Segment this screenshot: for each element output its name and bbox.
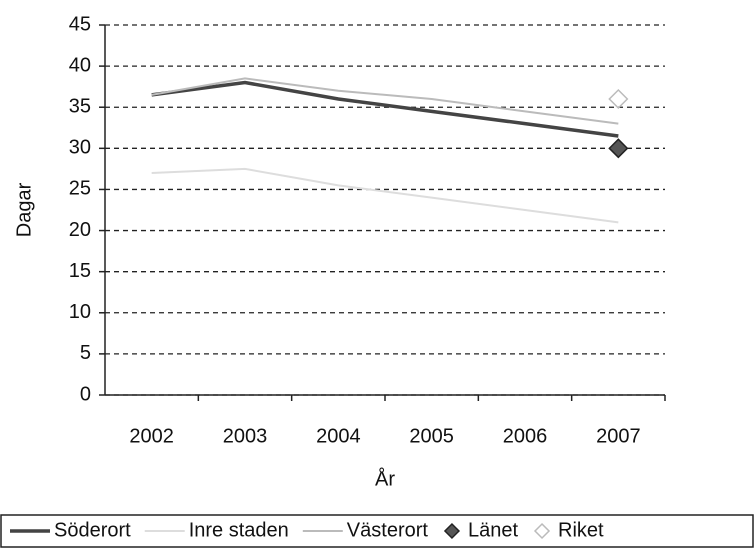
x-tick-label: 2006 <box>503 425 548 447</box>
series-line <box>151 167 619 224</box>
legend-label: Inre staden <box>189 519 289 541</box>
y-tick-label: 40 <box>69 54 91 76</box>
x-tick-label: 2002 <box>129 425 174 447</box>
x-tick-label: 2004 <box>316 425 361 447</box>
marker <box>608 138 629 159</box>
marker <box>443 522 461 540</box>
legend-label: Söderort <box>54 519 131 541</box>
marker <box>533 522 551 540</box>
x-tick-label: 2007 <box>596 425 641 447</box>
y-tick-label: 45 <box>69 13 91 35</box>
legend-label: Riket <box>558 519 604 541</box>
y-tick-label: 5 <box>80 342 91 364</box>
series-line <box>151 80 619 138</box>
legend-label: Länet <box>468 519 518 541</box>
y-tick-label: 0 <box>80 383 91 405</box>
y-axis-label: Dagar <box>13 182 35 237</box>
y-tick-label: 20 <box>69 219 91 241</box>
series-line <box>151 77 619 125</box>
x-tick-label: 2003 <box>223 425 268 447</box>
legend-label: Västerort <box>347 519 429 541</box>
y-tick-label: 25 <box>69 178 91 200</box>
x-tick-label: 2005 <box>409 425 454 447</box>
marker <box>608 88 629 110</box>
legend-box <box>0 514 754 548</box>
x-axis-label: År <box>375 467 395 490</box>
y-tick-label: 15 <box>69 260 91 282</box>
y-tick-label: 30 <box>69 137 91 159</box>
y-tick-label: 35 <box>69 96 91 118</box>
y-tick-label: 10 <box>69 301 91 323</box>
